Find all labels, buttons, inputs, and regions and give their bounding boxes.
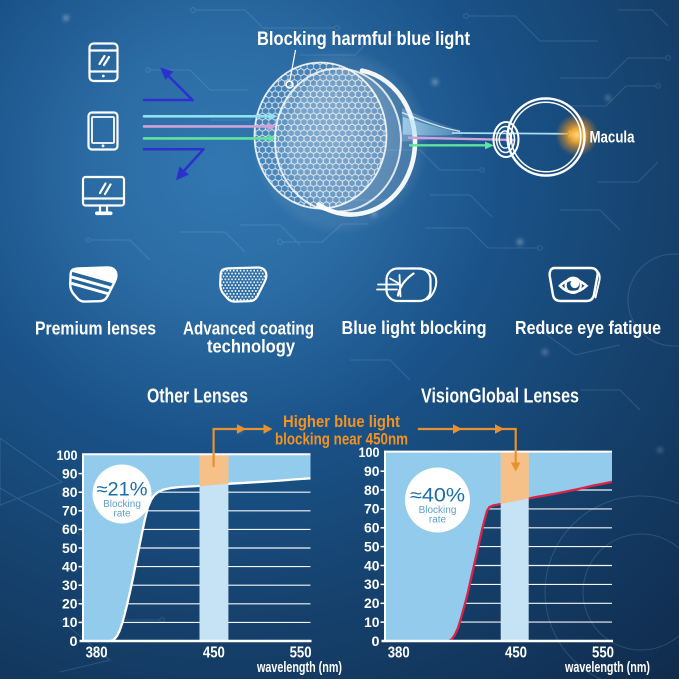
svg-text:50: 50 [364,538,380,554]
svg-text:0: 0 [70,633,78,649]
svg-text:40: 40 [62,558,78,574]
svg-text:10: 10 [364,614,380,630]
svg-text:rate: rate [113,509,131,520]
svg-text:≈40%: ≈40% [410,486,465,507]
svg-text:Blocking harmful blue light: Blocking harmful blue light [257,28,470,50]
svg-text:Blue light blocking: Blue light blocking [342,317,487,338]
svg-text:40: 40 [364,557,380,573]
svg-text:10: 10 [62,614,78,630]
svg-text:Premium lenses: Premium lenses [35,318,156,339]
svg-text:blocking near 450nm: blocking near 450nm [275,431,408,449]
svg-text:rate: rate [429,515,447,526]
svg-text:≈21%: ≈21% [97,480,148,501]
svg-text:90: 90 [364,463,380,479]
svg-text:450: 450 [203,645,225,662]
svg-text:550: 550 [290,645,312,662]
svg-text:550: 550 [592,645,614,662]
svg-text:80: 80 [62,484,78,500]
svg-text:Reduce eye fatigue: Reduce eye fatigue [515,317,661,338]
svg-text:450: 450 [505,645,527,662]
svg-text:VisionGlobal Lenses: VisionGlobal Lenses [421,385,579,408]
svg-text:wavelength (nm): wavelength (nm) [256,659,342,676]
svg-text:70: 70 [364,501,380,517]
svg-text:Other Lenses: Other Lenses [147,385,248,408]
svg-text:380: 380 [86,645,108,662]
svg-text:80: 80 [364,482,380,498]
svg-text:380: 380 [388,645,410,662]
svg-text:60: 60 [62,521,78,537]
svg-text:90: 90 [62,465,78,481]
svg-text:60: 60 [364,520,380,536]
svg-text:Macula: Macula [590,128,635,147]
svg-text:100: 100 [57,447,78,463]
svg-text:50: 50 [62,540,78,556]
svg-text:20: 20 [62,596,78,612]
svg-text:30: 30 [364,576,380,592]
svg-text:0: 0 [372,633,380,649]
svg-text:Higher blue light: Higher blue light [283,413,400,431]
svg-text:Advanced coating: Advanced coating [183,318,314,339]
svg-text:Blocking: Blocking [419,505,457,516]
svg-text:100: 100 [359,444,380,460]
svg-text:30: 30 [62,577,78,593]
svg-text:wavelength (nm): wavelength (nm) [564,659,650,676]
svg-text:70: 70 [62,503,78,519]
svg-text:technology: technology [207,336,296,357]
svg-text:Blocking: Blocking [103,499,141,510]
svg-text:20: 20 [364,595,380,611]
